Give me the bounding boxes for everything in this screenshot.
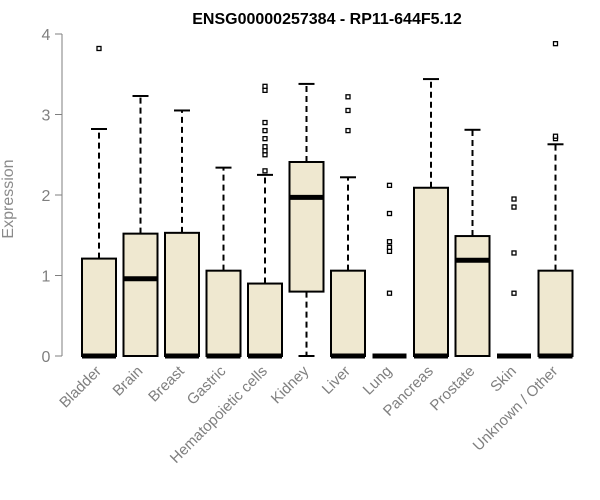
box-kidney	[288, 82, 325, 357]
outlier-point	[345, 107, 351, 114]
outlier-point	[262, 135, 268, 142]
x-tick-label: Breast	[145, 362, 188, 405]
x-tick-label: Lung	[360, 363, 396, 399]
outlier-point	[262, 168, 268, 174]
outlier-point	[262, 119, 268, 126]
y-axis-label: Expression	[0, 159, 17, 238]
x-tick-label: Kidney	[268, 362, 313, 407]
x-tick-label: Bladder	[56, 363, 105, 412]
box-breast	[164, 109, 200, 359]
box-body	[247, 282, 283, 357]
y-axis: 0 1 2 3 4	[42, 27, 63, 366]
box-prostate	[454, 128, 491, 357]
outlier-point	[511, 196, 517, 202]
box-body	[81, 257, 117, 357]
outlier-point	[262, 127, 268, 134]
outlier-point	[386, 210, 393, 217]
box-liver	[330, 94, 366, 359]
outlier-point	[345, 127, 351, 134]
box-body	[330, 269, 366, 358]
outlier-point	[511, 290, 517, 296]
x-tick-label: Prostate	[427, 363, 479, 415]
y-tick-label: 0	[42, 349, 51, 366]
box-body	[205, 269, 242, 358]
boxes-layer	[81, 41, 574, 359]
box-body	[288, 160, 325, 293]
outlier-point	[386, 290, 393, 296]
box-body	[454, 235, 491, 357]
outlier-point	[552, 133, 559, 139]
box-unknown-other	[537, 41, 574, 359]
y-tick-label: 2	[42, 188, 51, 205]
box-bladder	[81, 45, 117, 359]
box-lung	[372, 182, 407, 359]
box-gastric	[205, 166, 242, 359]
outlier-point	[262, 83, 268, 89]
outlier-point	[386, 182, 393, 188]
box-pancreas	[413, 78, 449, 359]
box-skin	[497, 196, 531, 359]
x-tick-label: Liver	[319, 363, 354, 398]
outlier-point	[511, 250, 517, 256]
outlier-point	[345, 94, 351, 100]
box-body	[122, 232, 159, 357]
outlier-point	[262, 144, 268, 150]
box-body	[537, 269, 574, 358]
outlier-point	[511, 204, 517, 210]
x-tick-label: Skin	[487, 363, 520, 396]
outlier-point	[386, 244, 393, 250]
box-brain	[122, 94, 159, 357]
box-body	[164, 231, 200, 358]
y-tick-label: 1	[42, 269, 51, 286]
box-hematopoietic-cells	[247, 83, 283, 359]
x-tick-label: Brain	[110, 363, 147, 400]
y-tick-label: 3	[42, 108, 51, 125]
box-body	[413, 186, 449, 357]
y-tick-label: 4	[42, 27, 51, 44]
outlier-point	[96, 45, 102, 52]
outlier-point	[552, 41, 559, 47]
outlier-point	[386, 239, 393, 245]
chart-title: ENSG00000257384 - RP11-644F5.12	[192, 11, 462, 28]
